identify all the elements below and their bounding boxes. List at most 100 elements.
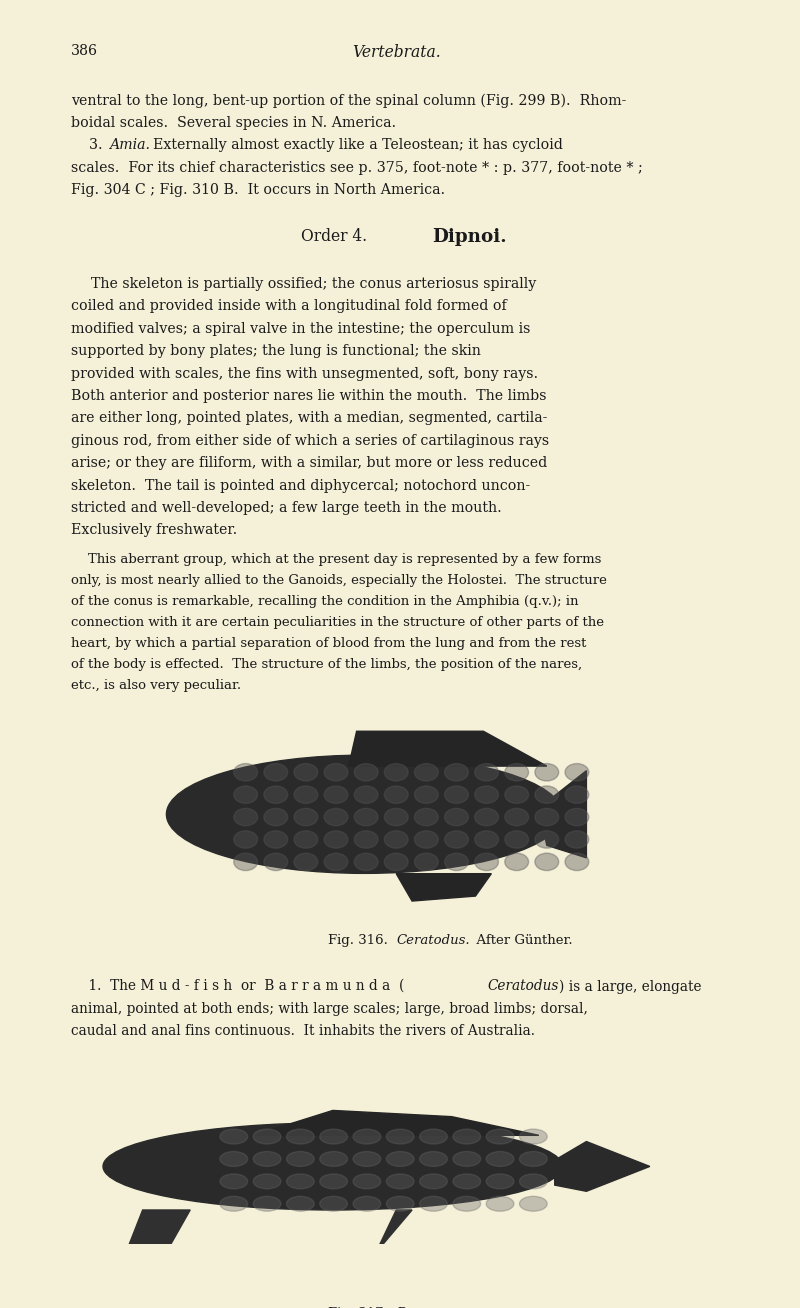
Text: Fig. 316.: Fig. 316. [328, 934, 396, 947]
Ellipse shape [294, 786, 318, 803]
Ellipse shape [294, 808, 318, 825]
Text: ginous rod, from either side of which a series of cartilaginous rays: ginous rod, from either side of which a … [71, 434, 550, 447]
Text: Fig. 304 C ; Fig. 310 B.  It occurs in North America.: Fig. 304 C ; Fig. 310 B. It occurs in No… [71, 183, 446, 198]
Ellipse shape [414, 831, 438, 848]
Text: animal, pointed at both ends; with large scales; large, broad limbs; dorsal,: animal, pointed at both ends; with large… [71, 1002, 588, 1015]
Text: coiled and provided inside with a longitudinal fold formed of: coiled and provided inside with a longit… [71, 300, 507, 314]
Ellipse shape [264, 853, 288, 871]
Text: 386: 386 [71, 43, 98, 58]
Ellipse shape [519, 1173, 547, 1189]
Ellipse shape [486, 1151, 514, 1167]
Ellipse shape [505, 831, 529, 848]
Ellipse shape [565, 764, 589, 781]
Ellipse shape [166, 755, 562, 874]
Ellipse shape [353, 1151, 381, 1167]
Ellipse shape [384, 808, 408, 825]
Text: Externally almost exactly like a Teleostean; it has cycloid: Externally almost exactly like a Teleost… [144, 139, 563, 152]
Ellipse shape [445, 786, 468, 803]
Polygon shape [254, 1110, 539, 1135]
Ellipse shape [234, 786, 258, 803]
Ellipse shape [384, 853, 408, 871]
Ellipse shape [420, 1173, 447, 1189]
Ellipse shape [286, 1151, 314, 1167]
Ellipse shape [453, 1129, 481, 1144]
Ellipse shape [474, 831, 498, 848]
Ellipse shape [320, 1151, 347, 1167]
Ellipse shape [474, 853, 498, 871]
Ellipse shape [384, 786, 408, 803]
Ellipse shape [535, 831, 558, 848]
Ellipse shape [453, 1151, 481, 1167]
Text: Vertebrata.: Vertebrata. [352, 43, 441, 60]
Ellipse shape [286, 1129, 314, 1144]
Text: etc., is also very peculiar.: etc., is also very peculiar. [71, 679, 242, 692]
Ellipse shape [505, 786, 529, 803]
Ellipse shape [474, 764, 498, 781]
Ellipse shape [384, 764, 408, 781]
Polygon shape [554, 1142, 650, 1192]
Text: provided with scales, the fins with unsegmented, soft, bony rays.: provided with scales, the fins with unse… [71, 366, 538, 381]
Text: Ceratodus: Ceratodus [487, 980, 558, 993]
Ellipse shape [353, 1197, 381, 1211]
Text: supported by bony plates; the lung is functional; the skin: supported by bony plates; the lung is fu… [71, 344, 481, 358]
Ellipse shape [320, 1129, 347, 1144]
Ellipse shape [286, 1197, 314, 1211]
Ellipse shape [519, 1151, 547, 1167]
Ellipse shape [474, 808, 498, 825]
Ellipse shape [220, 1173, 248, 1189]
Ellipse shape [234, 853, 258, 871]
Ellipse shape [220, 1129, 248, 1144]
Ellipse shape [420, 1197, 447, 1211]
Text: are either long, pointed plates, with a median, segmented, cartila-: are either long, pointed plates, with a … [71, 412, 548, 425]
Text: This aberrant group, which at the present day is represented by a few forms: This aberrant group, which at the presen… [71, 552, 602, 565]
Ellipse shape [486, 1129, 514, 1144]
Ellipse shape [445, 831, 468, 848]
Ellipse shape [420, 1129, 447, 1144]
Text: After Günther.: After Günther. [467, 934, 572, 947]
Ellipse shape [386, 1151, 414, 1167]
Polygon shape [111, 1210, 190, 1291]
Ellipse shape [414, 764, 438, 781]
Ellipse shape [565, 853, 589, 871]
Ellipse shape [264, 764, 288, 781]
Ellipse shape [519, 1129, 547, 1144]
Text: of the conus is remarkable, recalling the condition in the Amphibia (q.v.); in: of the conus is remarkable, recalling th… [71, 595, 579, 608]
Ellipse shape [565, 831, 589, 848]
Ellipse shape [234, 831, 258, 848]
Ellipse shape [486, 1197, 514, 1211]
Ellipse shape [505, 808, 529, 825]
Text: ) is a large, elongate: ) is a large, elongate [558, 980, 701, 994]
Ellipse shape [253, 1173, 281, 1189]
Ellipse shape [453, 1173, 481, 1189]
Ellipse shape [535, 764, 558, 781]
Ellipse shape [414, 786, 438, 803]
Text: modified valves; a spiral valve in the intestine; the operculum is: modified valves; a spiral valve in the i… [71, 322, 530, 336]
Ellipse shape [565, 786, 589, 803]
Ellipse shape [505, 764, 529, 781]
Ellipse shape [354, 764, 378, 781]
Text: arise; or they are filiform, with a similar, but more or less reduced: arise; or they are filiform, with a simi… [71, 456, 547, 470]
Ellipse shape [324, 808, 348, 825]
Ellipse shape [324, 764, 348, 781]
Ellipse shape [220, 1197, 248, 1211]
Ellipse shape [234, 764, 258, 781]
Ellipse shape [445, 853, 468, 871]
Ellipse shape [320, 1173, 347, 1189]
Text: skeleton.  The tail is pointed and diphycercal; notochord uncon-: skeleton. The tail is pointed and diphyc… [71, 479, 530, 493]
Ellipse shape [220, 1151, 248, 1167]
Ellipse shape [324, 853, 348, 871]
Ellipse shape [505, 853, 529, 871]
Ellipse shape [354, 786, 378, 803]
Ellipse shape [264, 786, 288, 803]
Ellipse shape [253, 1197, 281, 1211]
Text: stricted and well-developed; a few large teeth in the mouth.: stricted and well-developed; a few large… [71, 501, 502, 515]
Ellipse shape [354, 808, 378, 825]
Ellipse shape [453, 1197, 481, 1211]
Text: Both anterior and posterior nares lie within the mouth.  The limbs: Both anterior and posterior nares lie wi… [71, 388, 547, 403]
Ellipse shape [353, 1173, 381, 1189]
Ellipse shape [264, 808, 288, 825]
Text: only, is most nearly allied to the Ganoids, especially the Holostei.  The struct: only, is most nearly allied to the Ganoi… [71, 574, 607, 586]
Text: ventral to the long, bent-up portion of the spinal column (Fig. 299 B).  Rhom-: ventral to the long, bent-up portion of … [71, 93, 626, 107]
Ellipse shape [535, 786, 558, 803]
Ellipse shape [445, 764, 468, 781]
